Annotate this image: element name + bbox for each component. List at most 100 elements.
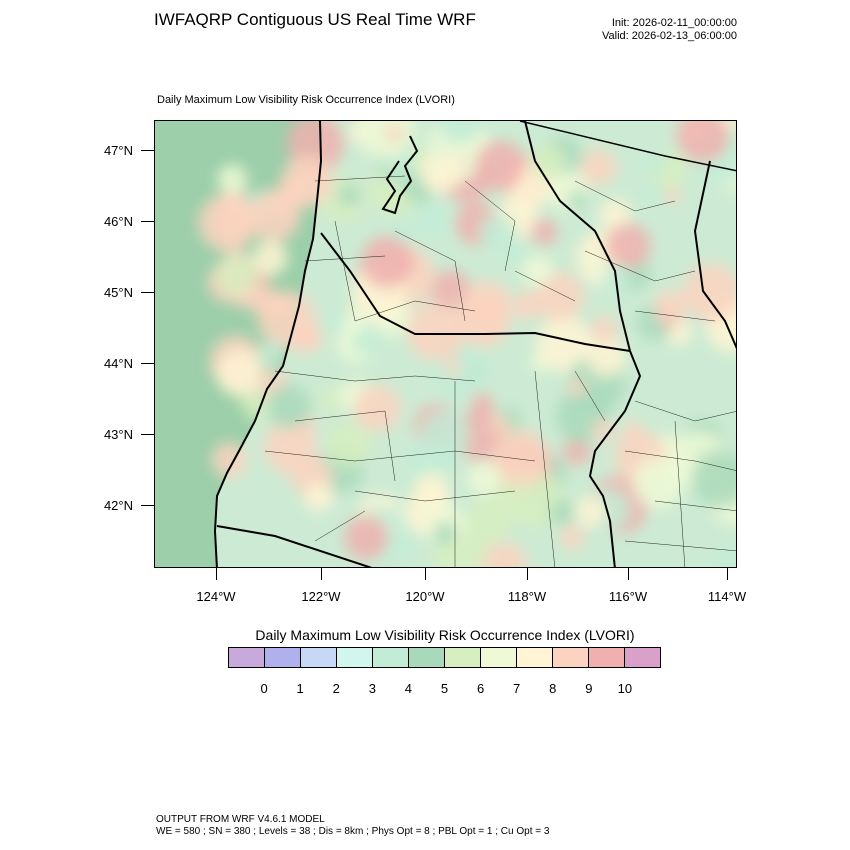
lon-label-116: 116°W xyxy=(608,589,648,604)
field-patch xyxy=(438,121,482,145)
lon-tick xyxy=(628,568,629,580)
colorbar-box xyxy=(337,648,373,667)
lvori-field-map xyxy=(155,121,736,567)
colorbar-box xyxy=(481,648,517,667)
field-patch xyxy=(568,378,587,397)
colorbar-box xyxy=(445,648,481,667)
lat-label-45: 45°N xyxy=(103,285,133,300)
colorbar-label: 7 xyxy=(513,681,521,696)
field-patch xyxy=(258,340,285,368)
lat-tick xyxy=(141,221,154,222)
field-patch xyxy=(712,547,736,567)
field-patch xyxy=(360,235,414,289)
init-time: Init: 2026-02-11_00:00:00 xyxy=(611,17,737,29)
field-patch xyxy=(430,270,471,310)
field-patch xyxy=(492,429,549,486)
field-patch xyxy=(575,495,607,528)
field-patch xyxy=(307,168,325,185)
colorbar-label: 4 xyxy=(404,681,413,696)
colorbar xyxy=(228,647,661,668)
colorbar-label: 2 xyxy=(332,681,340,696)
field-patch xyxy=(586,337,626,377)
state-border-id-mt xyxy=(693,160,736,349)
colorbar-box xyxy=(517,648,553,667)
plot-title: IWFAQRP Contiguous US Real Time WRF xyxy=(154,10,476,29)
field-patch xyxy=(599,198,631,231)
field-patch xyxy=(505,240,529,264)
field-patch xyxy=(536,316,593,373)
footer-model-line: OUTPUT FROM WRF V4.6.1 MODEL xyxy=(156,814,325,825)
state-border-wa-or xyxy=(320,232,631,352)
lon-tick xyxy=(216,568,217,580)
colorbar-label: 9 xyxy=(585,681,593,696)
colorbar-box xyxy=(265,648,301,667)
field-patch xyxy=(530,353,550,373)
state-border-wa-id xyxy=(524,121,631,352)
colorbar-box xyxy=(409,648,445,667)
field-patch xyxy=(443,358,461,376)
colorbar-box xyxy=(553,648,589,667)
state-border-or-ca xyxy=(216,525,373,567)
lat-tick xyxy=(141,505,154,506)
lon-label-114: 114°W xyxy=(707,589,747,604)
field-patch xyxy=(682,263,736,322)
field-patch xyxy=(433,521,457,546)
field-patch xyxy=(353,384,401,433)
colorbar-label: 10 xyxy=(617,681,633,696)
colorbar-label: 0 xyxy=(260,681,268,696)
field-patch xyxy=(665,187,682,204)
field-patch xyxy=(692,450,736,508)
field-patch xyxy=(605,223,651,269)
coastline xyxy=(213,121,323,567)
lon-tick xyxy=(727,568,728,580)
field-patch xyxy=(478,213,517,251)
field-patch xyxy=(531,218,558,246)
field-patch xyxy=(266,384,312,429)
model-footer: OUTPUT FROM WRF V4.6.1 MODEL WE = 580 ; … xyxy=(156,814,549,838)
field-patch xyxy=(198,194,256,252)
field-patch xyxy=(580,149,617,186)
lat-label-47: 47°N xyxy=(103,143,133,158)
lat-label-42: 42°N xyxy=(103,498,133,513)
field-patch xyxy=(350,324,382,356)
map-panel xyxy=(154,120,737,568)
field-patch xyxy=(414,472,450,508)
colorbar-title: Daily Maximum Low Visibility Risk Occurr… xyxy=(255,627,635,643)
field-patch xyxy=(461,280,513,332)
colorbar-label: 8 xyxy=(549,681,557,696)
footer-config-line: WE = 580 ; SN = 380 ; Levels = 38 ; Dis … xyxy=(156,826,550,837)
field-patch xyxy=(216,350,264,398)
field-patch xyxy=(642,187,660,206)
field-patch xyxy=(549,499,576,526)
lat-tick xyxy=(141,150,154,151)
field-patch xyxy=(252,240,288,276)
field-patch xyxy=(344,515,389,560)
field-patch xyxy=(466,461,502,496)
field-patch xyxy=(482,542,527,567)
field-patch xyxy=(406,302,464,361)
colorbar-label: 1 xyxy=(296,681,304,696)
lat-label-44: 44°N xyxy=(103,356,133,371)
field-patch xyxy=(318,388,341,410)
field-patch xyxy=(653,290,687,323)
colorbar-box xyxy=(589,648,625,667)
field-patch xyxy=(467,497,513,543)
map-subtitle: Daily Maximum Low Visibility Risk Occurr… xyxy=(157,94,455,106)
field-patch xyxy=(419,151,461,194)
field-patch xyxy=(471,393,494,416)
field-patch xyxy=(563,437,591,466)
colorbar-box xyxy=(373,648,409,667)
lon-label-120: 120°W xyxy=(405,589,445,604)
lat-label-43: 43°N xyxy=(103,427,133,442)
field-patch xyxy=(416,204,450,238)
colorbar-label: 6 xyxy=(476,681,485,696)
field-patch xyxy=(216,254,259,296)
colorbar-label: 3 xyxy=(368,681,376,696)
field-patch xyxy=(475,140,526,191)
colorbar-box xyxy=(229,648,265,667)
puget-sound xyxy=(381,135,419,215)
colorbar-label: 5 xyxy=(440,681,449,696)
field-patch xyxy=(530,144,567,180)
field-patch xyxy=(217,164,248,195)
field-patch xyxy=(623,421,644,442)
